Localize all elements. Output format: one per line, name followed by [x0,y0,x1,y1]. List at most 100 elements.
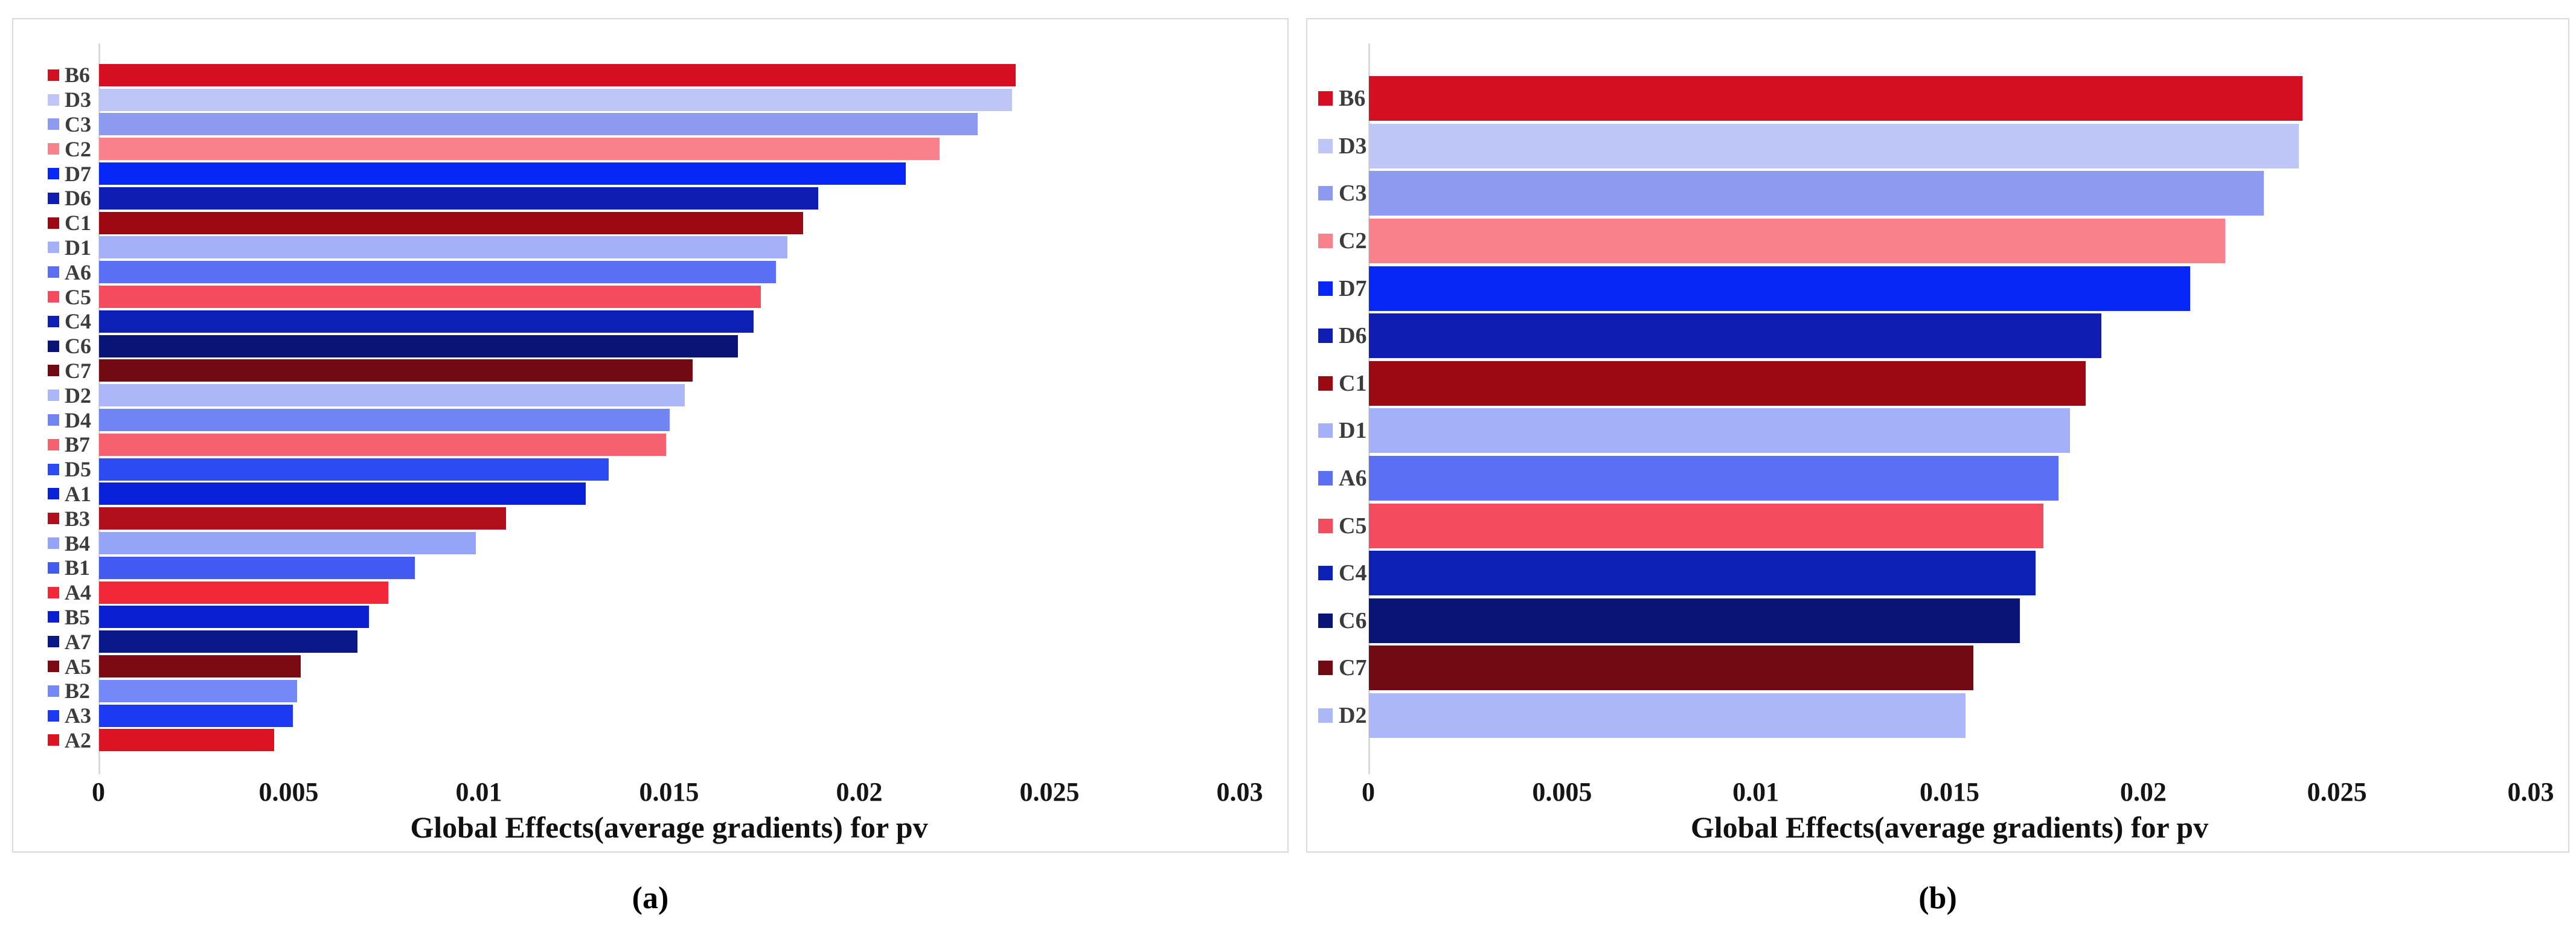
bar-row: B3 [13,506,1287,531]
category-label: C3 [65,112,91,136]
bar-track [1369,455,2531,502]
legend-swatch-icon [48,488,59,500]
legend-entry: D5 [13,458,99,480]
category-label: B1 [65,556,91,580]
x-tick-label: 0.005 [258,777,319,807]
bar-row: D7 [1307,264,2568,312]
bar-row: D6 [13,186,1287,211]
bar-row: C1 [1307,360,2568,408]
bar-track [99,161,1240,186]
bar-row: A4 [13,580,1287,605]
bar-row: A6 [1307,455,2568,502]
category-label: A4 [65,580,91,605]
bar-row: B2 [13,679,1287,703]
x-tick-label: 0.025 [1019,777,1080,807]
bar-track [1369,407,2531,455]
legend-entry: A1 [13,483,99,505]
bar [99,606,370,629]
bar-track [1369,360,2531,408]
bar [1369,408,2071,453]
legend-swatch-icon [48,513,59,525]
x-tick-label: 0.015 [1920,777,1979,807]
bar-track [99,211,1240,236]
legend-swatch-icon [48,143,59,155]
category-label: B6 [1339,86,1366,112]
category-label: D3 [65,88,91,112]
x-tick-label: 0.03 [2507,777,2554,807]
legend-entry: C2 [1307,229,1369,252]
legend-entry: D4 [13,409,99,431]
legend-swatch-icon [1318,328,1333,344]
bar-track [99,728,1240,753]
bar-row: C2 [1307,217,2568,265]
category-label: D3 [1339,133,1367,159]
bar [99,310,754,333]
bar [1369,171,2264,216]
x-axis-title: Global Effects(average gradients) for pv [1690,810,2209,844]
legend-swatch-icon [48,291,59,303]
category-label: D1 [1339,418,1367,444]
bar [99,211,803,234]
bar [1369,646,1973,691]
legend-entry: B6 [13,64,99,86]
bar [1369,598,2020,643]
bar [99,162,906,185]
category-label: C6 [65,334,91,359]
bar-row: D1 [13,236,1287,260]
bar-track [99,309,1240,334]
bar-track [99,359,1240,383]
bar [99,482,586,505]
bar-track [1369,75,2531,123]
legend-swatch-icon [48,438,59,450]
bar-track [99,112,1240,137]
category-label: C2 [1339,228,1367,254]
legend-entry: A6 [13,261,99,283]
legend-swatch-icon [1318,613,1333,628]
bar-track [99,703,1240,728]
bar-row: D2 [1307,692,2568,740]
bar-track [99,482,1240,507]
legend-entry: C4 [1307,562,1369,585]
legend-entry: C7 [1307,656,1369,679]
bar [99,113,978,136]
bar-track [1369,264,2531,312]
bar [1369,503,2043,548]
legend-swatch-icon [48,94,59,106]
bar [1369,551,2036,596]
bar-row: C7 [13,359,1287,383]
legend-entry: C3 [13,114,99,135]
bar-track [99,63,1240,88]
x-tick-label: 0.01 [455,777,502,807]
legend-swatch-icon [48,168,59,180]
legend-swatch-icon [1318,234,1333,249]
bar-track [1369,644,2531,692]
legend-entry: D2 [1307,704,1369,727]
bar [99,458,609,481]
legend-swatch-icon [48,537,59,550]
bar-row: D6 [1307,312,2568,360]
legend-swatch-icon [48,118,59,130]
bar [99,261,777,284]
legend-entry: A3 [13,705,99,726]
legend-entry: B3 [13,508,99,530]
legend-entry: B7 [13,434,99,455]
legend-swatch-icon [48,389,59,402]
bar-track [1369,312,2531,360]
bar [99,88,1012,111]
bar-row: C7 [1307,644,2568,692]
x-axis-title: Global Effects(average gradients) for pv [410,810,928,844]
x-tick-label: 0.01 [1732,777,1780,807]
bar-row: D7 [13,161,1287,186]
bar [99,704,293,727]
bar [99,581,388,604]
bar [99,507,507,530]
legend-swatch-icon [1318,518,1333,533]
legend-swatch-icon [1318,423,1333,438]
legend-swatch-icon [1318,186,1333,201]
legend-entry: C7 [13,360,99,382]
bar-track [99,136,1240,161]
legend-swatch-icon [1318,471,1333,486]
category-label: C1 [65,211,91,236]
bar-row: D2 [13,383,1287,408]
bar-track [99,531,1240,556]
